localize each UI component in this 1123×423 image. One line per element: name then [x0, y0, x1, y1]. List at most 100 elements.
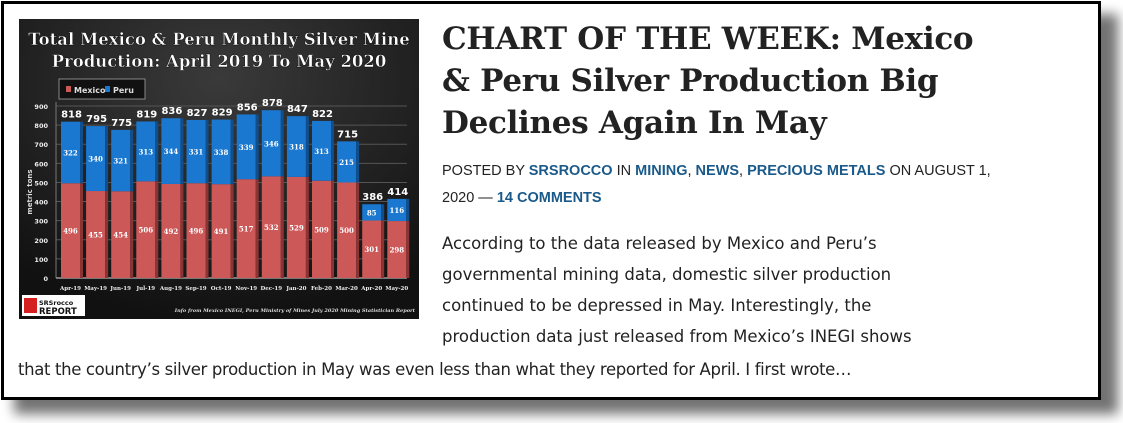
bar-mexico-side [255, 179, 259, 278]
data-label-mexico: 298 [389, 246, 404, 255]
logo-box [22, 295, 85, 316]
bar-mexico [161, 183, 181, 278]
data-label-peru: 116 [389, 206, 404, 215]
data-label-mexico: 509 [314, 225, 329, 234]
bar-peru [136, 121, 156, 182]
chart-title-line: Production: April 2019 To May 2020 [52, 52, 387, 71]
data-label-peru: 313 [314, 147, 329, 156]
bar-peru [161, 118, 181, 184]
data-label-peru: 339 [239, 143, 254, 152]
bar-mexico [337, 182, 357, 278]
bar-peru-side [80, 121, 83, 184]
bar-mexico-side [80, 183, 83, 278]
y-tick-label: 0 [43, 275, 48, 283]
bar-peru-side [180, 118, 184, 184]
in-label: IN [616, 163, 632, 179]
data-label-total: 822 [312, 109, 333, 120]
data-label-total: 818 [61, 110, 82, 121]
bar-peru-side [205, 119, 209, 184]
y-tick-label: 200 [34, 237, 48, 245]
chart-source-note: Info from Mexico INEGI, Peru Ministry of… [174, 308, 416, 314]
bar-mexico [86, 191, 106, 278]
legend-swatch-mexico [66, 86, 71, 92]
data-label-total: 827 [187, 108, 208, 119]
chart-title-line: Total Mexico & Peru Monthly Silver Mine [28, 30, 409, 49]
data-label-total: 878 [262, 98, 283, 109]
bar-peru-side [105, 126, 109, 192]
data-label-mexico: 529 [289, 223, 304, 232]
bar-peru-side [255, 114, 259, 180]
bar-mexico-side [331, 180, 334, 278]
x-tick-label: Feb-20 [311, 286, 332, 292]
data-label-peru: 322 [63, 148, 78, 157]
y-tick-label: 100 [34, 256, 48, 264]
author-link[interactable]: SRSROCCO [528, 163, 613, 179]
bar-peru [186, 119, 206, 184]
bar-mexico [111, 191, 131, 278]
bar-mexico [236, 179, 256, 278]
x-tick-label: Oct-19 [211, 286, 232, 292]
excerpt-line: continued to be depressed in May. Intere… [442, 296, 872, 315]
x-tick-label: Jun-19 [109, 286, 131, 292]
data-label-total: 715 [337, 129, 358, 140]
x-tick-label: Apr-19 [59, 286, 81, 292]
bar-mexico [387, 221, 407, 278]
post-meta: POSTED BY SRSROCCO IN MINING, NEWS, PREC… [442, 163, 991, 206]
data-label-total: 414 [387, 187, 408, 198]
bar-mexico-side [305, 176, 309, 278]
data-label-mexico: 506 [138, 226, 153, 235]
data-label-mexico: 532 [264, 223, 279, 232]
legend-box [58, 78, 146, 100]
data-label-total: 829 [212, 108, 233, 119]
bar-mexico-side [105, 191, 109, 278]
bar-peru-side [305, 116, 309, 177]
y-tick-label: 700 [34, 141, 48, 149]
bar-mexico-side [180, 183, 184, 278]
category-link-precious-metals[interactable]: PRECIOUS METALS [747, 163, 886, 179]
bar-peru [387, 198, 407, 222]
category-link-news[interactable]: NEWS [695, 163, 740, 179]
category-link-mining[interactable]: MINING [635, 163, 688, 179]
x-tick-label: Dec-19 [261, 286, 283, 292]
chart-image[interactable]: Total Mexico & Peru Monthly Silver Mine P… [19, 19, 419, 319]
bar-mexico-side [356, 182, 360, 278]
bar-mexico-side [130, 191, 134, 278]
bar-peru [111, 129, 131, 192]
data-label-total: 775 [111, 118, 132, 129]
y-tick-label: 500 [34, 179, 48, 187]
bar-peru-side [230, 119, 234, 185]
data-label-peru: 313 [138, 147, 153, 156]
bar-peru-side [381, 204, 385, 221]
meta-separator: — [478, 190, 493, 206]
data-label-peru: 85 [367, 208, 377, 217]
excerpt-last-line: that the country’s silver production in … [18, 360, 852, 379]
chart-svg: Total Mexico & Peru Monthly Silver Mine P… [19, 19, 419, 319]
bar-mexico-side [230, 184, 234, 278]
x-tick-label: Jan-20 [285, 286, 306, 292]
bar-mexico-side [381, 220, 385, 278]
bar-mexico [261, 176, 281, 278]
bar-peru [211, 119, 231, 185]
bar-peru [236, 114, 256, 180]
post-excerpt: According to the data released by Mexico… [442, 228, 1002, 352]
excerpt-line: governmental mining data, domestic silve… [442, 265, 892, 284]
bar-peru [86, 126, 106, 192]
comments-link[interactable]: 14 COMMENTS [496, 190, 602, 206]
data-label-total: 856 [237, 102, 258, 113]
data-label-mexico: 500 [339, 226, 354, 235]
excerpt-line: production data just released from Mexic… [442, 327, 912, 346]
post-title[interactable]: CHART OF THE WEEK: Mexico & Peru Silver … [442, 21, 974, 141]
data-label-total: 836 [161, 106, 182, 117]
y-tick-label: 800 [34, 122, 48, 130]
data-label-total: 847 [287, 104, 308, 115]
bar-peru-side [280, 110, 284, 177]
bar-mexico [136, 181, 156, 278]
x-tick-label: May-19 [84, 286, 107, 292]
bar-mexico [362, 220, 382, 278]
post-date: AUGUST 1, 2020 [442, 163, 991, 206]
bar-peru-side [155, 121, 159, 182]
data-label-peru: 321 [113, 157, 128, 166]
x-tick-label: Aug-19 [159, 286, 182, 292]
data-label-mexico: 454 [113, 231, 128, 240]
legend-label-mexico: Mexico [74, 86, 106, 95]
